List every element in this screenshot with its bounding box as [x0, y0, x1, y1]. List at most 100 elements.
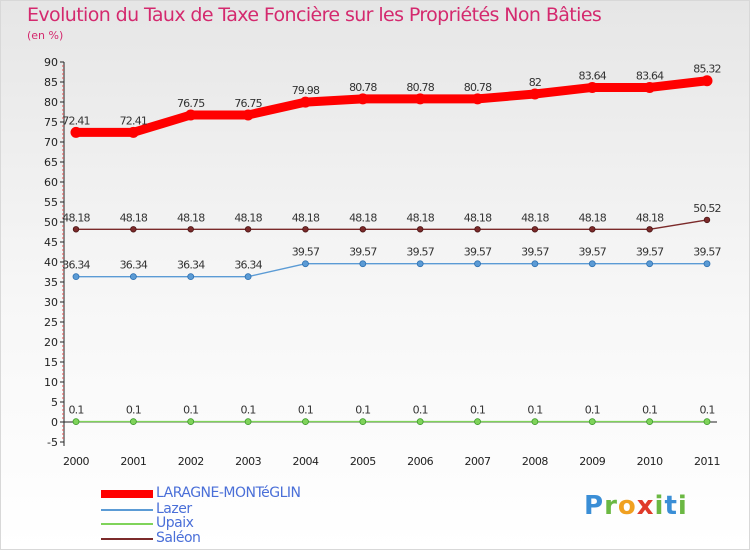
legend-label-lazer: Lazer — [156, 501, 192, 517]
x-tick-label: 2002 — [178, 455, 204, 468]
x-tick-label: 2006 — [407, 455, 433, 468]
x-tick-label: 2003 — [235, 455, 261, 468]
data-label: 85.32 — [693, 63, 721, 76]
y-tick-label: -5 — [47, 436, 58, 449]
data-label: 80.78 — [464, 81, 492, 94]
data-label: 0.1 — [241, 404, 256, 417]
data-label: 48.18 — [464, 211, 492, 224]
data-point — [703, 260, 711, 268]
data-label: 79.98 — [292, 84, 320, 97]
x-tick-label: 2001 — [120, 455, 146, 468]
data-label: 48.18 — [579, 211, 607, 224]
data-label: 0.1 — [126, 404, 141, 417]
data-point — [187, 273, 195, 281]
data-label: 39.57 — [464, 246, 492, 259]
data-point — [70, 126, 82, 138]
data-label: 39.57 — [636, 246, 664, 259]
data-label: 48.18 — [177, 211, 205, 224]
series-1: 36.34 36.34 36.34 36.34 39.57 39.57 39.57 39.57… — [62, 246, 722, 281]
data-point — [416, 226, 424, 233]
data-label: 48.18 — [62, 211, 90, 224]
data-point — [646, 260, 654, 268]
data-point — [244, 226, 252, 233]
data-label: 48.18 — [120, 211, 148, 224]
x-tick-label: 2000 — [63, 455, 89, 468]
data-point — [302, 226, 309, 233]
data-label: 39.57 — [579, 246, 607, 259]
data-label: 76.75 — [177, 97, 205, 110]
data-label: 39.57 — [521, 246, 549, 259]
y-tick-label: 25 — [44, 316, 58, 329]
data-point — [531, 260, 539, 268]
x-tick-label: 2005 — [350, 455, 376, 468]
data-point — [72, 418, 80, 426]
chart-title: Evolution du Taux de Taxe Foncière sur l… — [27, 4, 602, 26]
data-point — [416, 418, 424, 426]
y-tick-label: 0 — [51, 416, 58, 429]
data-point — [701, 75, 713, 87]
data-point — [359, 226, 367, 233]
data-label: 39.57 — [292, 246, 320, 259]
data-label: 0.1 — [642, 404, 657, 417]
axes: -5 0 5 10 15 20 25 30 35 40 45 50 55 60 65 70 75 80 85 90 20… — [44, 56, 721, 468]
data-point — [588, 260, 596, 268]
data-point — [586, 81, 598, 93]
data-label: 39.57 — [349, 246, 377, 259]
data-label: 36.34 — [120, 259, 148, 272]
data-label: 50.52 — [693, 202, 721, 215]
data-label: 48.18 — [406, 211, 434, 224]
data-point — [299, 96, 311, 108]
legend-label-upaix: Upaix — [156, 515, 194, 531]
y-tick-label: 60 — [44, 176, 58, 189]
data-point — [187, 226, 194, 233]
series-3: 48.18 48.18 48.18 48.18 48.18 48.18 48.18 48.18… — [62, 202, 722, 233]
data-point — [359, 260, 367, 268]
data-label: 0.1 — [298, 404, 313, 417]
data-label: 72.41 — [62, 114, 90, 127]
y-tick-label: 40 — [44, 256, 58, 269]
y-tick-label: 30 — [44, 296, 58, 309]
y-tick-label: 5 — [51, 396, 58, 409]
data-point — [129, 418, 137, 426]
logo-letter: i — [677, 491, 688, 521]
data-label: 48.18 — [521, 211, 549, 224]
y-tick-label: 85 — [44, 76, 58, 89]
series-0: 72.41 72.41 76.75 76.75 79.98 80.78 80.78 80.78… — [62, 63, 722, 138]
data-point — [129, 273, 137, 281]
legend-swatch-lazer — [101, 509, 153, 511]
series-2: 0.1 0.1 0.1 0.1 0.1 0.1 0.1 0.1 0.1 0.1 0.1 0.1 — [68, 404, 715, 426]
data-point — [244, 273, 252, 281]
data-label: 0.1 — [527, 404, 542, 417]
legend-label-saleon: Saléon — [156, 530, 201, 546]
y-tick-label: 90 — [44, 56, 58, 69]
data-point — [302, 418, 309, 426]
y-tick-label: 50 — [44, 216, 58, 229]
y-tick-label: 80 — [44, 96, 58, 109]
data-label: 36.34 — [234, 259, 262, 272]
data-label: 72.41 — [120, 114, 148, 127]
data-point — [588, 418, 596, 426]
data-label: 39.57 — [406, 246, 434, 259]
logo-letter: x — [636, 491, 655, 521]
data-point — [531, 418, 539, 426]
data-point — [72, 273, 80, 281]
data-point — [187, 418, 195, 426]
legend-label-laragne: LARAGNE-MONTéGLIN — [156, 485, 301, 501]
data-point — [302, 260, 309, 268]
proxiti-logo: Proxiti — [584, 491, 688, 521]
y-tick-label: 65 — [44, 156, 58, 169]
data-label: 82 — [529, 76, 541, 89]
data-label: 0.1 — [585, 404, 600, 417]
data-point — [703, 216, 711, 224]
y-tick-label: 20 — [44, 336, 58, 349]
x-tick-label: 2007 — [465, 455, 491, 468]
data-point — [644, 81, 656, 93]
y-tick-label: 70 — [44, 136, 58, 149]
data-point — [127, 126, 139, 138]
data-point — [472, 93, 484, 105]
data-label: 48.18 — [349, 211, 377, 224]
data-label: 48.18 — [636, 211, 664, 224]
data-label: 80.78 — [406, 81, 434, 94]
y-tick-label: 10 — [44, 376, 58, 389]
data-label: 36.34 — [62, 259, 90, 272]
